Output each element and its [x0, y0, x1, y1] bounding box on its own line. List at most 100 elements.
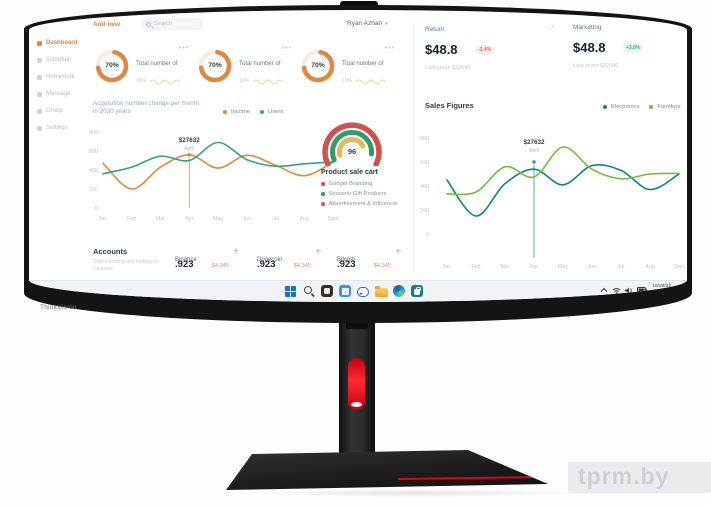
gauge-chart: 96	[322, 122, 382, 166]
more-menu-icon[interactable]: •••	[178, 45, 189, 52]
acquisition-legend: Income Users	[223, 109, 283, 115]
svg-text:April: April	[529, 148, 540, 154]
svg-text:Feb: Feb	[127, 216, 136, 222]
chevron-down-icon: ▾	[385, 21, 388, 27]
marketing-title: Marketing	[573, 24, 602, 31]
return-title: Return	[425, 26, 445, 33]
marketing-value: $48.8	[573, 40, 606, 55]
coin-expand-icon[interactable]: ▾	[233, 248, 239, 254]
svg-text:400: 400	[420, 184, 429, 190]
bullet-icon	[321, 202, 325, 206]
product-sale-item: Souvenir Gift Products	[321, 191, 387, 197]
acquisition-chart-title: Acquisition number change per month in 2…	[93, 100, 200, 115]
chevron-up-icon[interactable]	[600, 287, 608, 293]
svg-text:Sept: Sept	[328, 216, 339, 222]
expand-icon[interactable]: ⤢	[679, 23, 684, 29]
taskbar-clock[interactable]: 10/20/22 11:11 AM	[651, 284, 671, 296]
edge-button[interactable]	[393, 285, 406, 298]
stand-red-slot	[348, 358, 365, 410]
sidebar-item-schedule[interactable]: Schedule	[37, 57, 71, 63]
income-legend-dot	[223, 110, 227, 114]
windows-taskbar: 10/20/22 11:11 AM	[29, 280, 687, 302]
svg-text:Jan: Jan	[99, 216, 108, 222]
watermark-band	[568, 462, 711, 493]
svg-text:Jul: Jul	[272, 216, 279, 222]
sidebar-item-message[interactable]: Message	[37, 91, 70, 97]
svg-text:400: 400	[89, 168, 98, 174]
product-sale-item: Gadget Branding	[321, 181, 372, 187]
widgets-button[interactable]	[339, 285, 352, 298]
more-menu-icon[interactable]: •••	[281, 45, 292, 52]
widgets-icon	[339, 285, 351, 297]
marketing-note: Last years $32640	[573, 63, 619, 69]
sidebar-item-dashboard[interactable]: Dashboard	[37, 40, 77, 46]
stat-card: ••• 70% Total number of 10%	[299, 43, 397, 97]
coin-expand-icon[interactable]: ▾	[315, 248, 321, 254]
edge-icon	[393, 285, 405, 297]
search-placeholder: Search	[154, 21, 173, 27]
slot-highlight	[351, 402, 362, 407]
svg-text:Aug: Aug	[645, 264, 654, 270]
sales-figures-title: Sales Figures	[425, 101, 474, 110]
product-sale-item: Advertisement & Influencer	[321, 201, 398, 207]
sidebar: Dashboard Schedule Homework Message Grou…	[29, 10, 87, 280]
coin-value: .923	[337, 259, 356, 270]
svg-text:0: 0	[426, 232, 429, 238]
svg-text:Jul: Jul	[618, 264, 625, 270]
file-explorer-button[interactable]	[375, 285, 388, 298]
svg-text:Apr: Apr	[185, 216, 193, 222]
monitor-bezel: Dashboard Schedule Homework Message Grou…	[24, 5, 692, 323]
users-legend-dot	[260, 110, 265, 114]
income-legend-label: Income	[231, 109, 251, 115]
chat-button[interactable]	[357, 285, 370, 298]
stat-title: Total number of	[342, 61, 384, 67]
furniture-legend-label: Furniture	[657, 104, 681, 110]
store-button[interactable]	[411, 285, 424, 298]
store-icon	[411, 285, 423, 297]
expand-icon[interactable]: ⤢	[549, 26, 554, 32]
svg-text:May: May	[213, 216, 223, 222]
coin-bitcoin[interactable]: Bitcoin ▾ .923 $4,345	[337, 248, 401, 270]
chat-icon	[357, 286, 369, 297]
taskbar-center-icons	[285, 285, 424, 298]
sales-line-chart: 800 600 400 200 0 Jan Feb Mar Apr May Jun Jul Aug Sep…	[420, 136, 685, 270]
svg-text:Sept: Sept	[674, 264, 685, 270]
svg-text:April: April	[184, 146, 195, 152]
return-note: Last years $32640	[425, 65, 471, 71]
coin-dogecoin[interactable]: Dogecoin ▾ .923 $4,345	[257, 248, 321, 270]
task-view-icon	[321, 285, 333, 297]
screen: Dashboard Schedule Homework Message Grou…	[29, 10, 687, 302]
bullet-icon	[321, 192, 325, 196]
user-menu[interactable]: Ryan Azhan ▾	[347, 20, 388, 27]
coin-expand-icon[interactable]: ▾	[395, 248, 401, 254]
folder-icon	[375, 285, 388, 297]
sidebar-item-settings[interactable]: Settings	[37, 125, 68, 131]
speaker-icon[interactable]	[625, 287, 633, 294]
svg-text:Mar: Mar	[500, 264, 509, 270]
donut-percent: 70%	[208, 62, 222, 69]
stat-sub-percent: 10%	[239, 78, 250, 84]
coin-binance[interactable]: Binance ▾ .923 $4,345	[175, 248, 239, 270]
monitor-base	[226, 450, 548, 490]
sidebar-item-homework[interactable]: Homework	[37, 74, 75, 80]
svg-text:600: 600	[420, 160, 429, 166]
svg-text:0: 0	[95, 206, 98, 212]
sidebar-item-label: Settings	[46, 125, 68, 131]
search-input[interactable]: Search	[141, 18, 203, 30]
accounts-title: Accounts	[93, 247, 128, 256]
task-view-button[interactable]	[321, 285, 334, 298]
group-icon	[37, 108, 42, 114]
wifi-icon[interactable]	[612, 287, 621, 294]
taskbar-time: 11:11 AM	[651, 290, 671, 295]
battery-icon[interactable]	[637, 287, 648, 293]
system-tray[interactable]: 10/20/22 11:11 AM	[600, 284, 671, 296]
more-menu-icon[interactable]: •••	[384, 45, 395, 52]
sidebar-item-group[interactable]: Group	[37, 108, 63, 114]
start-button[interactable]	[285, 285, 298, 298]
add-new-button[interactable]: Add new	[93, 21, 121, 28]
dashboard-icon	[37, 40, 42, 46]
user-name: Ryan Azhan	[347, 20, 383, 27]
coin-value: .923	[257, 259, 276, 270]
search-icon	[303, 286, 314, 297]
taskbar-search-button[interactable]	[303, 285, 316, 298]
